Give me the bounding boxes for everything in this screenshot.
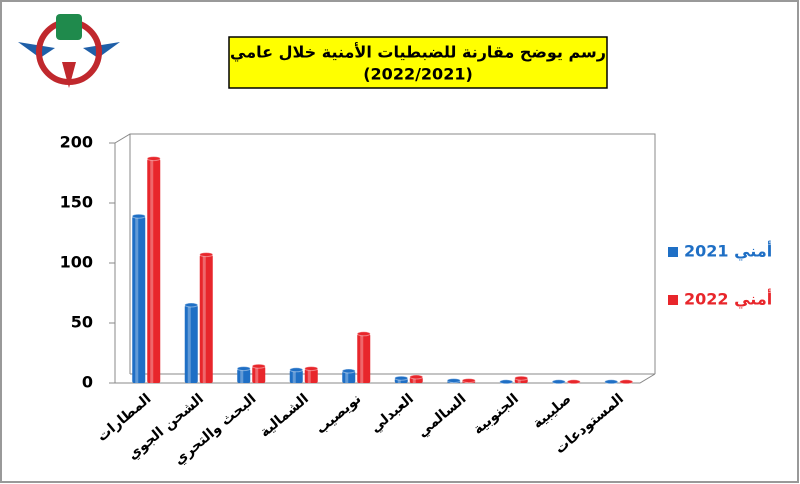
bar-cap bbox=[394, 375, 409, 381]
legend-label: أمني 2022 bbox=[684, 289, 772, 310]
bar-cap bbox=[199, 252, 214, 258]
bar-cap bbox=[184, 302, 199, 308]
bar-cap bbox=[619, 379, 634, 385]
bar-highlight bbox=[292, 369, 296, 383]
bar-highlight bbox=[187, 305, 191, 383]
bar-cap bbox=[356, 331, 371, 337]
bar bbox=[342, 371, 356, 383]
bar-cap bbox=[409, 374, 424, 380]
bar bbox=[132, 216, 146, 383]
y-tick-label: 0 bbox=[82, 373, 93, 392]
chart-title: رسم يوضح مقارنة للضبطيات الأمنية خلال عا… bbox=[230, 43, 606, 63]
bar-cap bbox=[566, 379, 581, 385]
bar bbox=[304, 368, 318, 383]
bar-highlight bbox=[412, 377, 416, 383]
bar-highlight bbox=[345, 371, 349, 383]
y-tick-label: 200 bbox=[60, 133, 93, 152]
y-tick-label: 100 bbox=[60, 253, 93, 272]
bar-cap bbox=[341, 368, 356, 374]
bar-highlight bbox=[202, 254, 206, 383]
bar-cap bbox=[446, 378, 461, 384]
bar-cap bbox=[304, 366, 319, 372]
bar-cap bbox=[289, 367, 304, 373]
bar-cap bbox=[146, 156, 161, 162]
bar-highlight bbox=[307, 368, 311, 383]
chart-subtitle: (2022/2021) bbox=[363, 65, 473, 84]
axes-frame bbox=[114, 133, 656, 384]
bar bbox=[184, 305, 198, 383]
title-box bbox=[228, 36, 608, 89]
bar bbox=[199, 254, 213, 383]
bar-highlight bbox=[517, 378, 521, 383]
bar-cap bbox=[251, 363, 266, 369]
bar-cap bbox=[461, 378, 476, 384]
bar bbox=[147, 158, 161, 383]
legend-swatch bbox=[668, 247, 678, 257]
bar-cap bbox=[551, 379, 566, 385]
bar-highlight bbox=[135, 216, 139, 383]
bar-highlight bbox=[360, 333, 364, 383]
bar-cap bbox=[604, 379, 619, 385]
legend-label: أمني 2021 bbox=[684, 241, 772, 262]
bar bbox=[289, 369, 303, 383]
bar bbox=[357, 333, 371, 383]
bar-highlight bbox=[255, 366, 259, 383]
bar bbox=[237, 368, 251, 383]
bar-highlight bbox=[150, 158, 154, 383]
bar bbox=[252, 366, 266, 383]
bar-highlight bbox=[397, 378, 401, 383]
bar-highlight bbox=[240, 368, 244, 383]
bar-cap bbox=[514, 375, 529, 381]
y-tick-label: 50 bbox=[71, 313, 93, 332]
legend-swatch bbox=[668, 295, 678, 305]
bar-cap bbox=[236, 366, 251, 372]
bar-cap bbox=[499, 379, 514, 385]
logo bbox=[18, 14, 120, 88]
y-tick-label: 150 bbox=[60, 193, 93, 212]
bar-cap bbox=[131, 213, 146, 219]
